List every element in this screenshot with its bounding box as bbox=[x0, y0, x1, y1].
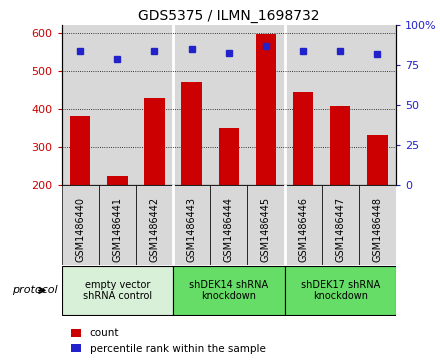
Bar bbox=[247, 25, 285, 185]
Text: GSM1486446: GSM1486446 bbox=[298, 197, 308, 262]
Text: GSM1486440: GSM1486440 bbox=[75, 197, 85, 262]
FancyBboxPatch shape bbox=[210, 185, 247, 265]
Bar bbox=[359, 25, 396, 185]
Text: GSM1486448: GSM1486448 bbox=[372, 197, 382, 262]
Legend: count, percentile rank within the sample: count, percentile rank within the sample bbox=[67, 324, 270, 358]
Bar bbox=[173, 25, 210, 185]
Title: GDS5375 / ILMN_1698732: GDS5375 / ILMN_1698732 bbox=[138, 9, 319, 23]
Bar bbox=[62, 25, 99, 185]
Bar bbox=[285, 25, 322, 185]
Bar bbox=[322, 25, 359, 185]
Bar bbox=[136, 25, 173, 185]
Bar bbox=[107, 176, 128, 185]
Bar bbox=[219, 128, 239, 185]
FancyBboxPatch shape bbox=[62, 266, 173, 315]
FancyBboxPatch shape bbox=[99, 185, 136, 265]
Bar bbox=[256, 34, 276, 185]
Text: GSM1486444: GSM1486444 bbox=[224, 197, 234, 262]
FancyBboxPatch shape bbox=[247, 185, 285, 265]
FancyBboxPatch shape bbox=[173, 185, 210, 265]
Bar bbox=[210, 25, 247, 185]
Text: empty vector
shRNA control: empty vector shRNA control bbox=[83, 280, 152, 301]
Text: protocol: protocol bbox=[11, 285, 57, 295]
FancyBboxPatch shape bbox=[285, 185, 322, 265]
Bar bbox=[330, 106, 351, 185]
Text: GSM1486441: GSM1486441 bbox=[112, 197, 122, 262]
FancyBboxPatch shape bbox=[359, 185, 396, 265]
FancyBboxPatch shape bbox=[173, 266, 285, 315]
FancyBboxPatch shape bbox=[285, 266, 396, 315]
Text: shDEK14 shRNA
knockdown: shDEK14 shRNA knockdown bbox=[189, 280, 268, 301]
FancyBboxPatch shape bbox=[62, 185, 99, 265]
Text: shDEK17 shRNA
knockdown: shDEK17 shRNA knockdown bbox=[301, 280, 380, 301]
Bar bbox=[99, 25, 136, 185]
Bar bbox=[367, 135, 388, 185]
FancyBboxPatch shape bbox=[322, 185, 359, 265]
FancyBboxPatch shape bbox=[136, 185, 173, 265]
Text: GSM1486447: GSM1486447 bbox=[335, 197, 345, 262]
Text: GSM1486443: GSM1486443 bbox=[187, 197, 197, 262]
Bar bbox=[70, 115, 90, 185]
Text: GSM1486442: GSM1486442 bbox=[150, 197, 159, 262]
Bar bbox=[144, 98, 165, 185]
Bar bbox=[293, 92, 313, 185]
Text: GSM1486445: GSM1486445 bbox=[261, 197, 271, 262]
Bar bbox=[181, 82, 202, 185]
